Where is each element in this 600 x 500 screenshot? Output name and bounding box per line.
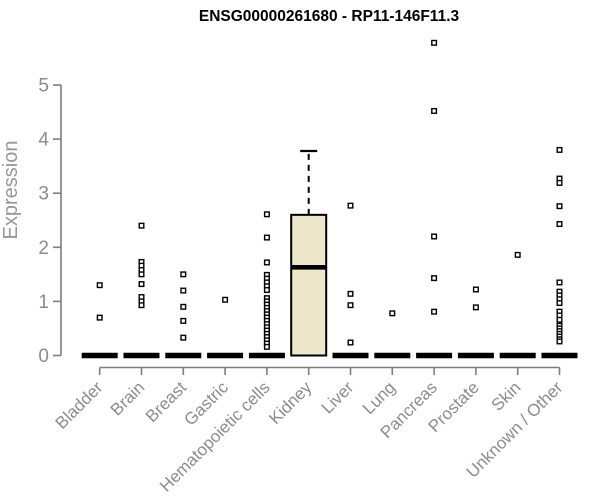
group-gastric bbox=[207, 296, 244, 359]
outlier-point bbox=[347, 202, 354, 209]
outlier-point bbox=[431, 308, 438, 315]
outlier-point bbox=[180, 317, 187, 324]
x-label-skin: Skin bbox=[488, 378, 525, 415]
outlier-point bbox=[263, 234, 270, 241]
x-label-liver: Liver bbox=[318, 378, 358, 418]
collapsed-box bbox=[332, 352, 369, 359]
collapsed-box bbox=[123, 352, 160, 359]
outlier-point bbox=[431, 275, 438, 282]
group-pancreas bbox=[416, 39, 453, 359]
group-hematopoietic-cells bbox=[248, 211, 285, 359]
outlier-point bbox=[556, 316, 563, 323]
outlier-point bbox=[263, 287, 270, 294]
outlier-point bbox=[556, 146, 563, 153]
outlier-point bbox=[138, 302, 145, 309]
y-tick-label-4: 4 bbox=[38, 130, 49, 151]
group-lung bbox=[374, 310, 411, 359]
outlier-point bbox=[514, 251, 521, 258]
group-unknown-other bbox=[541, 146, 578, 359]
x-label-kidney: Kidney bbox=[265, 378, 316, 429]
outlier-point bbox=[472, 286, 479, 293]
collapsed-box bbox=[541, 352, 578, 359]
collapsed-box bbox=[416, 352, 453, 359]
collapsed-box bbox=[248, 352, 285, 359]
y-tick-label-3: 3 bbox=[38, 184, 49, 205]
outlier-point bbox=[138, 222, 145, 229]
outlier-point bbox=[222, 296, 229, 303]
group-liver bbox=[332, 202, 369, 359]
outlier-point bbox=[180, 287, 187, 294]
y-tick-label-5: 5 bbox=[38, 76, 49, 97]
x-label-bladder: Bladder bbox=[52, 378, 107, 433]
plot-area bbox=[81, 39, 578, 359]
y-tick-label-2: 2 bbox=[38, 238, 49, 259]
group-skin bbox=[499, 251, 536, 359]
group-prostate bbox=[457, 286, 494, 359]
outlier-point bbox=[347, 290, 354, 297]
y-tick-label-1: 1 bbox=[38, 292, 49, 313]
chart-title: ENSG00000261680 - RP11-146F11.3 bbox=[199, 8, 460, 25]
collapsed-box bbox=[499, 352, 536, 359]
collapsed-box bbox=[207, 352, 244, 359]
box bbox=[290, 213, 328, 357]
outlier-point bbox=[556, 203, 563, 210]
group-kidney bbox=[290, 149, 328, 357]
outlier-point bbox=[556, 338, 563, 345]
outlier-point bbox=[347, 302, 354, 309]
outlier-point bbox=[556, 221, 563, 228]
outlier-point bbox=[180, 303, 187, 310]
collapsed-box bbox=[165, 352, 202, 359]
outlier-point bbox=[263, 343, 270, 350]
outlier-point bbox=[556, 300, 563, 307]
outlier-point bbox=[347, 339, 354, 346]
y-axis-label: Expression bbox=[0, 141, 22, 240]
outlier-point bbox=[389, 310, 396, 317]
outlier-point bbox=[431, 39, 438, 46]
outlier-point bbox=[138, 271, 145, 278]
collapsed-box bbox=[457, 352, 494, 359]
group-breast bbox=[165, 271, 202, 359]
group-bladder bbox=[81, 282, 118, 359]
outlier-point bbox=[263, 259, 270, 266]
outlier-point bbox=[556, 279, 563, 286]
collapsed-box bbox=[81, 352, 118, 359]
outlier-point bbox=[431, 107, 438, 114]
collapsed-box bbox=[374, 352, 411, 359]
outlier-point bbox=[180, 271, 187, 278]
outlier-point bbox=[431, 233, 438, 240]
y-tick-label-0: 0 bbox=[38, 346, 49, 367]
outlier-point bbox=[263, 211, 270, 218]
group-brain bbox=[123, 222, 160, 359]
outlier-point bbox=[96, 282, 103, 289]
outlier-point bbox=[138, 281, 145, 288]
outlier-point bbox=[180, 334, 187, 341]
outlier-point bbox=[96, 314, 103, 321]
outlier-point bbox=[556, 179, 563, 186]
outlier-point bbox=[472, 304, 479, 311]
